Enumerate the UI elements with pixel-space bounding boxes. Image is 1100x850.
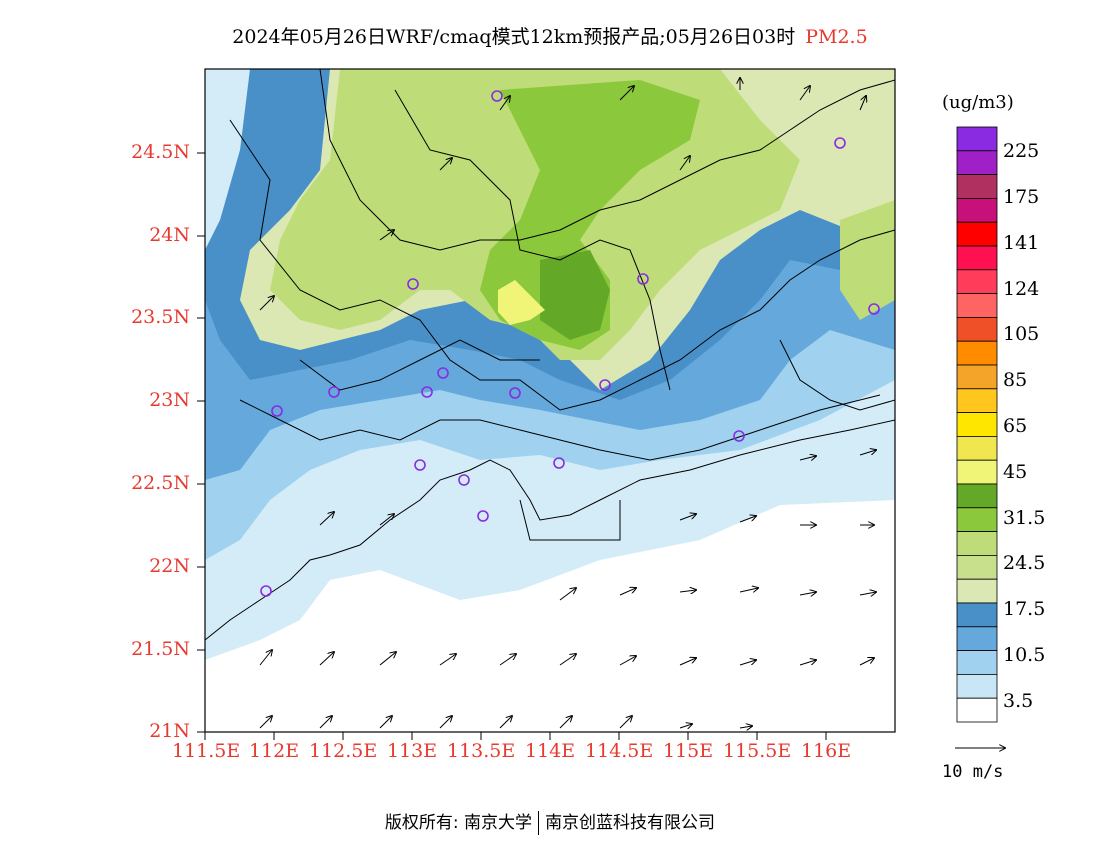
lon-label: 111.5E xyxy=(172,740,241,762)
lon-label: 114E xyxy=(525,740,576,762)
lat-ticks xyxy=(197,152,205,733)
map-title: 2024年05月26日WRF/cmaq模式12km预报产品;05月26日03时 P… xyxy=(0,22,1100,49)
lat-label: 22N xyxy=(149,555,190,577)
colorbar-label: 45 xyxy=(1003,461,1028,483)
colorbar-swatch xyxy=(956,697,998,723)
station-markers xyxy=(260,90,880,597)
wind-scale-label: 10 m/s xyxy=(942,762,1004,782)
colorbar-swatch xyxy=(956,316,998,342)
lon-label: 115E xyxy=(663,740,714,762)
colorbar-swatch xyxy=(956,126,998,152)
lon-label: 112.5E xyxy=(309,740,378,762)
colorbar-swatch xyxy=(956,269,998,294)
colorbar-swatch xyxy=(956,507,998,532)
colorbar-swatch xyxy=(956,602,998,628)
colorbar-label: 24.5 xyxy=(1003,552,1046,574)
colorbar-swatch xyxy=(956,531,998,556)
lon-label: 113E xyxy=(387,740,438,762)
colorbar xyxy=(956,126,998,723)
colorbar-swatch xyxy=(956,459,998,485)
colorbar-swatch xyxy=(956,221,998,247)
concentration-field xyxy=(205,69,895,732)
colorbar-label: 141 xyxy=(1003,232,1040,254)
lon-label: 112E xyxy=(249,740,300,762)
colorbar-swatch xyxy=(956,674,998,699)
footer-separator xyxy=(538,811,540,835)
lat-label: 23N xyxy=(149,389,190,411)
colorbar-label: 3.5 xyxy=(1003,690,1034,712)
colorbar-swatch xyxy=(956,388,998,413)
colorbar-swatch xyxy=(956,555,998,580)
colorbar-label: 124 xyxy=(1003,278,1040,300)
colorbar-label: 85 xyxy=(1003,369,1028,391)
lon-label: 116E xyxy=(801,740,852,762)
colorbar-label: 65 xyxy=(1003,415,1028,437)
colorbar-label: 31.5 xyxy=(1003,507,1046,529)
colorbar-swatch xyxy=(956,578,998,604)
units-label: (ug/m3) xyxy=(942,92,1014,113)
colorbar-label: 10.5 xyxy=(1003,644,1046,666)
lat-label: 23.5N xyxy=(131,306,190,328)
colorbar-swatch xyxy=(956,340,998,366)
pollutant-label: PM2.5 xyxy=(805,26,868,48)
colorbar-label: 17.5 xyxy=(1003,598,1046,620)
wind-vectors xyxy=(259,78,876,728)
copyright-left: 版权所有: 南京大学 xyxy=(384,813,533,833)
lat-label: 21.5N xyxy=(131,638,190,660)
colorbar-swatch xyxy=(956,293,998,318)
colorbar-swatch xyxy=(956,174,998,199)
colorbar-label: 225 xyxy=(1003,140,1040,162)
lat-label: 24.5N xyxy=(131,141,190,163)
colorbar-swatch xyxy=(956,412,998,437)
colorbar-label: 105 xyxy=(1003,323,1040,345)
colorbar-swatch xyxy=(956,197,998,223)
colorbar-label: 175 xyxy=(1003,186,1040,208)
boundary-lines xyxy=(205,69,895,641)
title-text: 2024年05月26日WRF/cmaq模式12km预报产品;05月26日03时 xyxy=(232,26,796,48)
colorbar-swatch xyxy=(956,483,998,509)
lat-label: 22.5N xyxy=(131,472,190,494)
lon-label: 115.5E xyxy=(723,740,792,762)
colorbar-swatch xyxy=(956,435,998,461)
lat-label: 21N xyxy=(149,720,190,742)
lon-label: 113.5E xyxy=(447,740,516,762)
lon-ticks xyxy=(204,732,827,740)
lon-label: 114.5E xyxy=(585,740,654,762)
lat-label: 24N xyxy=(149,224,190,246)
colorbar-swatch xyxy=(956,150,998,176)
colorbar-swatch xyxy=(956,245,998,271)
copyright-right: 南京创蓝科技有限公司 xyxy=(545,813,716,833)
colorbar-swatch xyxy=(956,364,998,390)
colorbar-swatch xyxy=(956,650,998,675)
colorbar-swatch xyxy=(956,626,998,651)
copyright-footer: 版权所有: 南京大学 南京创蓝科技有限公司 xyxy=(0,808,1100,835)
